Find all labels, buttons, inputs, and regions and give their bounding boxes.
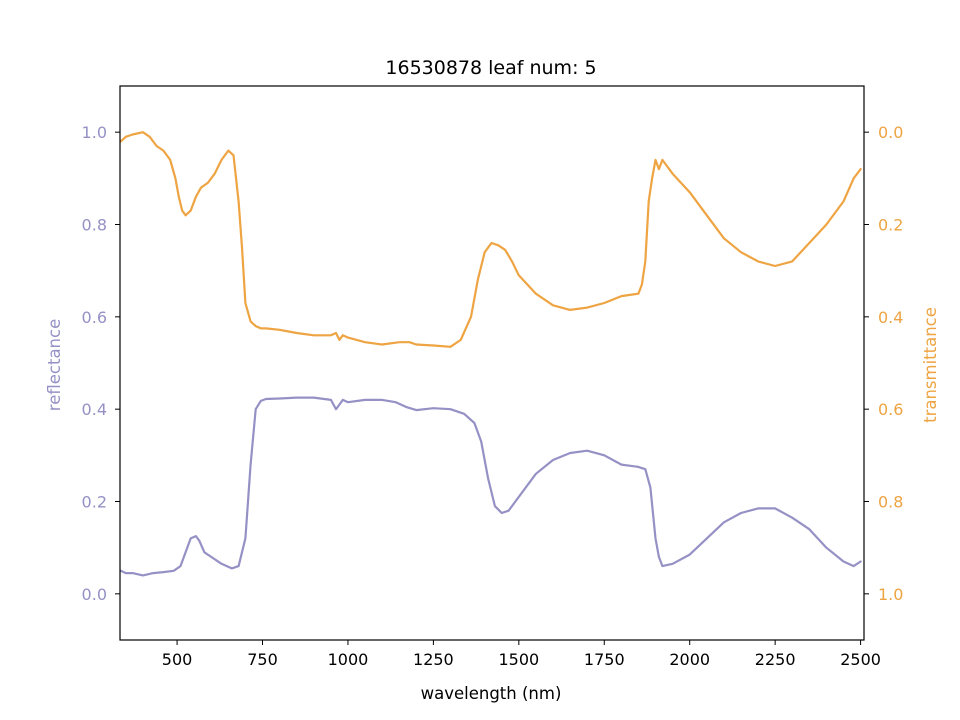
right-tick-label: 0.8 [878,493,903,512]
right-axis-title: transmittance [921,307,940,423]
x-tick-label: 1000 [328,650,369,669]
x-tick-label: 500 [162,650,193,669]
right-tick-label: 1.0 [878,585,903,604]
right-tick-label: 0.0 [878,123,903,142]
left-tick-label: 0.0 [82,585,107,604]
x-tick-label: 2250 [755,650,796,669]
x-tick-label: 1250 [413,650,454,669]
left-tick-label: 0.2 [82,493,107,512]
right-tick-label: 0.2 [878,216,903,235]
left-tick-label: 0.8 [82,216,107,235]
left-tick-label: 0.4 [82,400,107,419]
plot-frame [119,85,865,641]
x-axis-title: wavelength (nm) [421,684,562,703]
x-tick-label: 750 [247,650,278,669]
transmittance-series-line [119,131,862,348]
axes: 500 750 1000 1250 1500 1750 2000 2250 2500 0.0 0.2… [82,85,903,669]
left-tick-label: 1.0 [82,123,107,142]
x-tick-label: 2500 [840,650,881,669]
left-axis-title: reflectance [45,319,64,411]
x-tick-label: 1750 [584,650,625,669]
x-tick-label: 1500 [498,650,539,669]
x-tick-label: 2000 [669,650,710,669]
reflectance-series-line [119,396,862,577]
left-tick-label: 0.6 [82,308,107,327]
right-tick-label: 0.6 [878,400,903,419]
chart-title: 16530878 leaf num: 5 [385,57,596,79]
plot-area [119,131,862,577]
right-tick-label: 0.4 [878,308,903,327]
